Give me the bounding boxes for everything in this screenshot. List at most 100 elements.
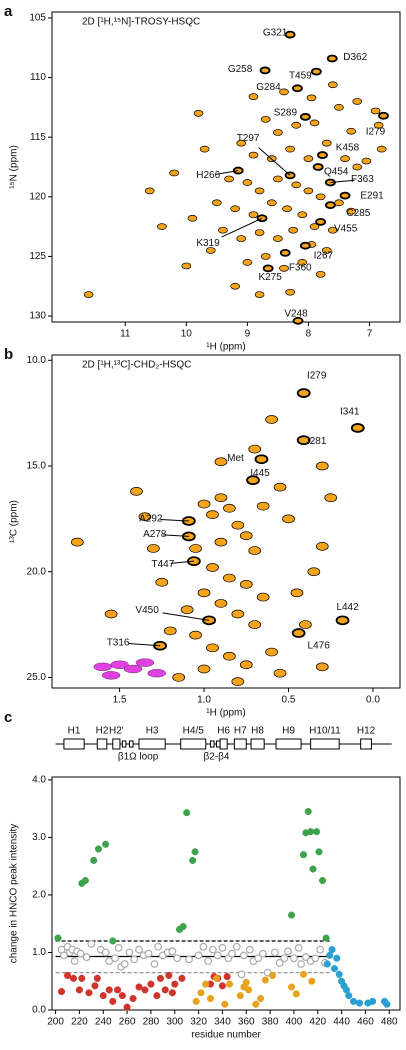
peak-label: V248 <box>284 308 308 319</box>
helix-label: H12 <box>357 726 376 737</box>
data-point <box>254 954 263 963</box>
peak <box>260 115 271 123</box>
helix <box>219 738 228 750</box>
x-tick-label: 200 <box>47 1017 64 1028</box>
peak-label: T447 <box>152 559 175 570</box>
peak <box>197 588 211 598</box>
data-point <box>304 807 312 816</box>
strand-label: Ω loop <box>129 752 159 763</box>
data-point <box>93 974 101 982</box>
peak <box>254 187 265 195</box>
peak <box>197 664 211 674</box>
peak <box>218 226 228 234</box>
peak-label: F363 <box>351 174 374 185</box>
peak <box>130 487 143 496</box>
data-point <box>270 948 279 957</box>
peak <box>376 145 387 153</box>
data-point <box>290 954 298 963</box>
peak <box>315 541 329 551</box>
data-point <box>218 943 227 952</box>
data-point <box>323 960 331 968</box>
data-point <box>94 845 103 853</box>
peak-label: G258 <box>228 64 253 75</box>
data-point <box>322 934 330 942</box>
x-tick-label: 340 <box>214 1017 231 1028</box>
helix-label: H4/5 <box>183 726 205 737</box>
peak <box>223 573 236 583</box>
peak <box>282 205 292 213</box>
peak <box>324 493 338 503</box>
peak <box>285 145 295 153</box>
labeled-peak <box>291 628 306 638</box>
peak <box>239 531 253 541</box>
peak <box>334 199 344 207</box>
data-point <box>221 1000 229 1008</box>
data-point <box>192 997 200 1005</box>
peak <box>135 658 155 667</box>
data-point <box>75 986 83 994</box>
peak <box>214 599 228 608</box>
data-point <box>168 947 177 956</box>
data-point <box>259 949 267 958</box>
peak <box>223 651 236 661</box>
data-point <box>232 942 241 951</box>
data-point <box>156 974 165 982</box>
data-point <box>57 988 66 996</box>
x-tick-label: 9 <box>245 329 251 340</box>
data-point <box>147 980 155 988</box>
data-point <box>268 971 277 980</box>
leader-line <box>170 560 194 564</box>
helix <box>138 738 166 750</box>
data-point <box>87 939 96 948</box>
peak <box>157 223 167 230</box>
spectrum-title: 2D [¹H,¹⁵N]-TROSY-HSQC <box>82 17 200 28</box>
peak <box>254 291 265 298</box>
helix-label: H8 <box>251 726 264 737</box>
leader-line <box>162 612 210 621</box>
labeled-peak <box>378 111 389 120</box>
x-axis-label: residue number <box>191 1030 261 1041</box>
data-point <box>63 971 72 980</box>
peak-label: C285 <box>346 208 370 219</box>
peak <box>206 510 219 519</box>
data-point <box>223 973 231 981</box>
peak-label: L476 <box>308 641 331 652</box>
x-tick-label: 220 <box>71 1017 88 1028</box>
strand-label: β1 <box>118 752 130 763</box>
x-tick-label: 240 <box>95 1017 112 1028</box>
peak-label: Q454 <box>324 167 349 178</box>
data-point <box>202 980 210 988</box>
helix-label: H2' <box>109 726 124 737</box>
x-tick-label: 0.0 <box>366 695 380 706</box>
y-axis-label: ¹⁵N (ppm) <box>9 145 20 189</box>
data-point <box>212 974 221 982</box>
data-point <box>307 828 315 836</box>
data-point <box>78 974 86 982</box>
peak <box>285 288 295 296</box>
peak-label: D362 <box>343 52 367 63</box>
data-point <box>141 986 149 994</box>
y-axis-label: ¹³C (ppm) <box>9 500 20 543</box>
data-point <box>102 840 110 848</box>
data-point <box>280 954 289 963</box>
y-tick-label: 120 <box>29 191 46 202</box>
plot-frame <box>51 776 401 1011</box>
labeled-peak <box>284 30 296 39</box>
helix <box>250 738 265 750</box>
peak <box>279 264 289 272</box>
x-tick-label: 320 <box>190 1017 207 1028</box>
y-tick-label: 115 <box>30 132 46 143</box>
data-point <box>335 970 343 978</box>
peak-label: I341 <box>340 407 360 418</box>
peak <box>206 563 219 572</box>
x-tick-label: 8 <box>306 329 312 340</box>
data-point <box>125 948 134 957</box>
x-tick-label: 7 <box>367 329 373 340</box>
data-point <box>81 877 89 885</box>
x-tick-label: 1.0 <box>197 695 211 706</box>
labeled-peak <box>292 84 303 93</box>
peak <box>231 677 245 687</box>
data-point <box>383 1000 391 1008</box>
peak <box>265 415 278 424</box>
data-point <box>183 809 191 817</box>
